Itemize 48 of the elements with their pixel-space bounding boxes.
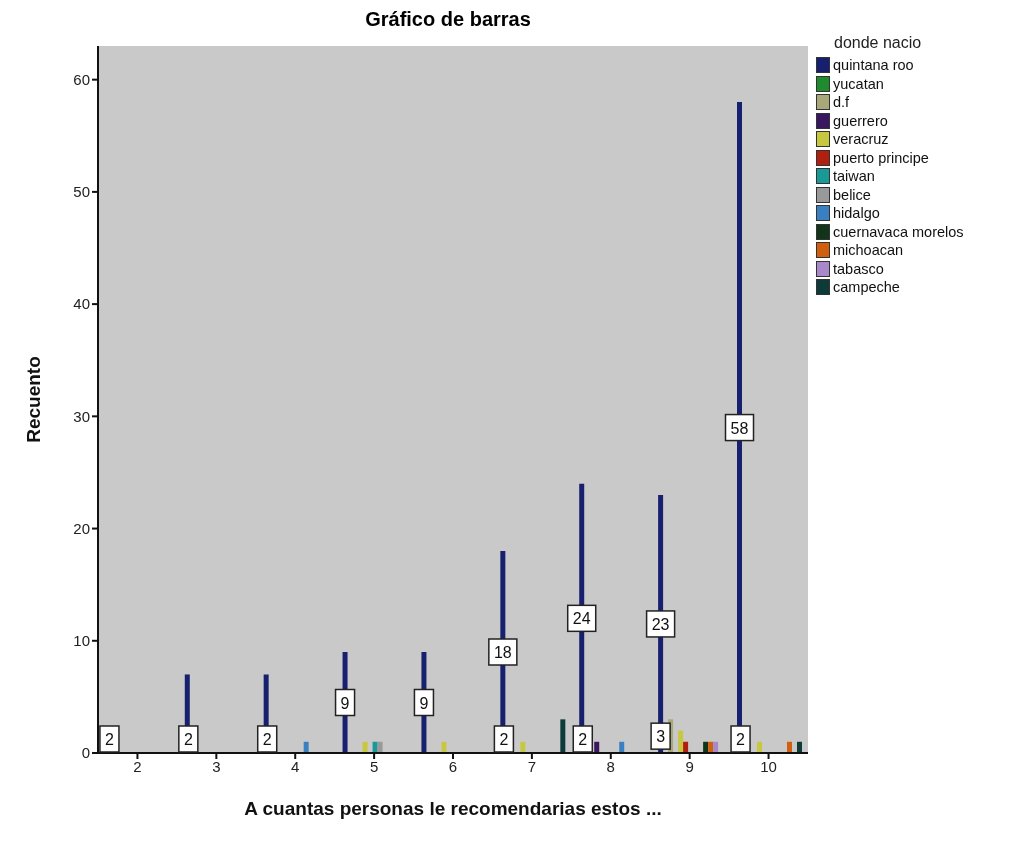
legend-label: taiwan	[832, 167, 876, 186]
legend-label: hidalgo	[832, 204, 881, 223]
x-tick-label: 2	[133, 757, 142, 775]
data-label: 24	[572, 610, 591, 628]
legend-label: michoacan	[832, 241, 905, 260]
y-tick-label: 20	[73, 519, 90, 537]
legend-label: belice	[832, 185, 872, 204]
annotation: 2	[578, 731, 588, 748]
x-tick-label: 8	[606, 757, 615, 775]
annotation: 2	[499, 731, 509, 748]
y-tick-label: 30	[73, 407, 90, 425]
y-tick-label: 0	[81, 744, 90, 762]
x-tick-label: 3	[212, 757, 221, 775]
data-label: 18	[493, 644, 512, 661]
bar	[560, 719, 566, 753]
annotation: 2	[736, 731, 746, 748]
x-tick-label: 4	[291, 757, 300, 775]
x-axis-title: A cuantas personas le recomendarias estos ...	[244, 798, 662, 819]
data-label: 23	[651, 615, 670, 633]
x-tick-label: 7	[527, 757, 537, 775]
data-label: 58	[730, 419, 749, 437]
y-axis-title: Recuento	[22, 356, 44, 443]
data-label: 9	[340, 694, 350, 712]
legend-label: quintana roo	[832, 56, 915, 75]
legend-label: yucatan	[832, 74, 885, 93]
data-label: 9	[419, 694, 429, 712]
legend-label: campeche	[832, 278, 901, 297]
legend-label: puerto principe	[832, 148, 930, 167]
legend-label: d.f	[832, 93, 851, 112]
annotation: 2	[104, 731, 114, 748]
legend-label: cuernavaca morelos	[832, 222, 964, 241]
annotation: 2	[183, 731, 193, 748]
x-tick-label: 6	[448, 757, 458, 775]
x-tick-label: 5	[369, 757, 379, 775]
x-tick-label: 9	[685, 757, 694, 775]
chart-title: Gráfico de barras	[364, 8, 532, 31]
legend-title: donde nacio	[833, 34, 923, 52]
legend-label: veracruz	[832, 130, 890, 149]
data-label: 3	[656, 728, 666, 746]
bar	[678, 730, 684, 753]
legend-label: tabasco	[832, 259, 885, 278]
y-tick-label: 40	[73, 295, 90, 313]
y-tick-label: 50	[73, 183, 90, 201]
x-tick-label: 10	[760, 757, 777, 775]
legend-label: guerrero	[832, 111, 889, 130]
y-tick-label: 60	[73, 70, 90, 88]
annotation: 2	[262, 731, 272, 748]
y-tick-label: 10	[73, 632, 90, 650]
